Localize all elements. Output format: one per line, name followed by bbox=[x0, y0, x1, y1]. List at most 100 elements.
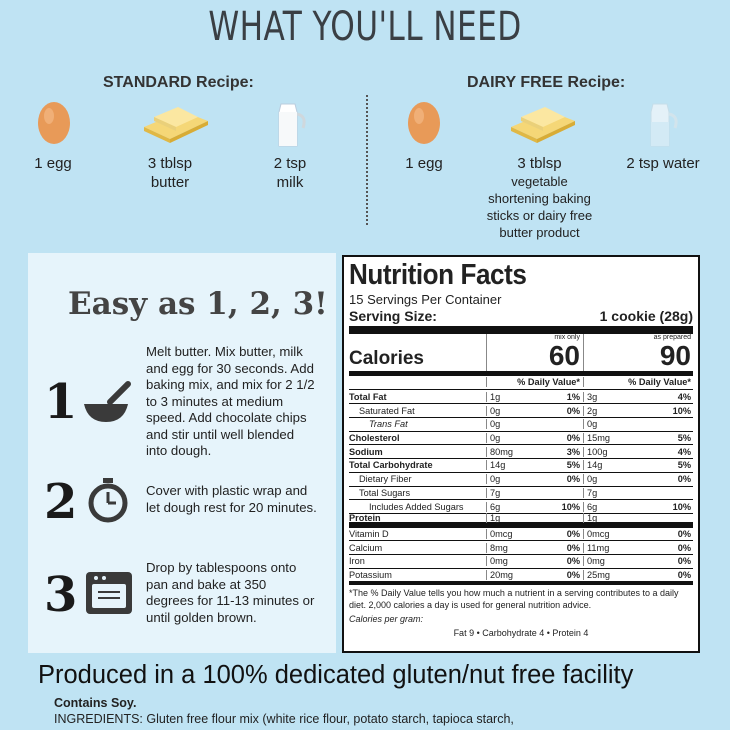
nutrient-mix-dv: 0% bbox=[566, 405, 580, 416]
step-2-text: Cover with plastic wrap and let dough re… bbox=[146, 483, 336, 516]
ingredient-text: 2 tsp water bbox=[626, 155, 700, 172]
nutrient-row: Includes Added Sugars 6g 10% 6g 10% bbox=[349, 499, 693, 513]
column-label: as prepared bbox=[653, 334, 691, 341]
nutrient-label: Cholesterol bbox=[349, 433, 400, 444]
step-3-text: Drop by tablespoons onto pan and bake at… bbox=[146, 560, 336, 626]
nutrient-prepared-amount: 25mg bbox=[583, 569, 633, 580]
standard-recipe-heading: STANDARD Recipe: bbox=[103, 74, 254, 91]
nutrient-mix-dv: 1% bbox=[566, 391, 580, 402]
nutrient-mix-dv: 5% bbox=[566, 460, 580, 471]
step-line: Drop by tablespoons onto bbox=[146, 560, 297, 575]
calories-per-gram-values: Fat 9 • Carbohydrate 4 • Protein 4 bbox=[453, 628, 589, 639]
nutrient-row: Calcium 8mg 0% 11mg 0% bbox=[349, 540, 693, 554]
nutrient-prepared-amount: 0mg bbox=[583, 556, 633, 567]
step-line: pan and bake at 350 bbox=[146, 576, 267, 592]
nutrient-prepared-amount: 11mg bbox=[583, 542, 633, 553]
nutrient-mix-amount: 0g bbox=[486, 474, 536, 485]
ingredient-text: 2 tsp bbox=[273, 155, 307, 172]
nutrient-mix-dv: 0% bbox=[566, 569, 580, 580]
nutrient-mix-dv: 0% bbox=[566, 474, 580, 485]
butter-icon bbox=[144, 107, 208, 143]
nutrient-row: Total Fat 1g 1% 3g 4% bbox=[349, 390, 693, 404]
nutrient-prepared-dv: 0% bbox=[677, 556, 691, 567]
nutrient-prepared-dv: 0% bbox=[677, 528, 691, 539]
nutrient-label: Iron bbox=[349, 556, 365, 567]
nutrient-prepared-amount: 0g bbox=[583, 419, 633, 430]
nutrient-prepared-dv: 4% bbox=[677, 446, 691, 457]
standard-ingredient-milk: 2 tsp milk bbox=[252, 154, 328, 192]
nutrient-row: Total Carbohydrate 14g 5% 14g 5% bbox=[349, 458, 693, 472]
egg-icon bbox=[38, 102, 70, 144]
column-label: mix only bbox=[554, 334, 580, 341]
nutrient-label: Saturated Fat bbox=[359, 405, 415, 416]
nutrient-prepared-amount: 0mcg bbox=[583, 528, 633, 539]
calories-per-gram-label: Calories per gram: bbox=[349, 614, 424, 625]
step-1-text: Melt butter. Mix butter, milk and egg fo… bbox=[146, 344, 336, 460]
steps-panel bbox=[28, 253, 336, 653]
nutrient-row: Sodium 80mg 3% 100g 4% bbox=[349, 444, 693, 458]
nutrient-row: Iron 0mg 0% 0mg 0% bbox=[349, 553, 693, 568]
nutrient-label: Dietary Fiber bbox=[359, 474, 412, 485]
nutrient-row: Potassium 20mg 0% 25mg 0% bbox=[349, 567, 693, 582]
nutrient-label: Total Fat bbox=[349, 391, 387, 402]
calories-value: 60 bbox=[548, 340, 580, 371]
nutrient-row: Vitamin D 0mcg 0% 0mcg 0% bbox=[349, 526, 693, 541]
ingredient-text: 1 egg bbox=[34, 155, 72, 172]
nutrient-mix-amount: 20mg bbox=[486, 569, 536, 580]
milk-icon bbox=[278, 103, 306, 147]
dv-header-row: % Daily Value* % Daily Value* bbox=[349, 376, 693, 390]
nutrition-footnote: *The % Daily Value tells you how much a … bbox=[349, 581, 693, 611]
nutrient-prepared-amount: 100g bbox=[583, 446, 633, 457]
nutrient-label: Total Sugars bbox=[359, 487, 411, 498]
nutrient-prepared-dv: 4% bbox=[677, 391, 691, 402]
nutrient-mix-amount: 0g bbox=[486, 419, 536, 430]
step-line: until golden brown. bbox=[146, 609, 257, 625]
serving-size: Serving Size: 1 cookie (28g) bbox=[349, 307, 693, 334]
ingredient-text: 3 tblsp bbox=[517, 155, 562, 172]
nutrient-prepared-dv: 5% bbox=[677, 433, 691, 444]
dv-header: % Daily Value* bbox=[486, 377, 583, 388]
servings-per-container: 15 Servings Per Container bbox=[349, 292, 502, 307]
nutrient-mix-amount: 0g bbox=[486, 433, 536, 444]
serving-size-label: Serving Size: bbox=[349, 308, 437, 324]
step-line: Cover with plastic wrap and bbox=[146, 483, 308, 498]
nutrient-prepared-amount: 7g bbox=[583, 487, 633, 498]
nutrient-row: Protein 1g 1g bbox=[349, 512, 693, 527]
nutrient-label: Potassium bbox=[349, 569, 392, 580]
step-number: 3 bbox=[44, 567, 78, 623]
nutrient-mix-amount: 6g bbox=[486, 501, 536, 512]
nutrient-row: Saturated Fat 0g 0% 2g 10% bbox=[349, 403, 693, 417]
dairy-free-ingredient-shortening: 3 tblsp vegetable shortening baking stic… bbox=[472, 154, 607, 241]
ingredient-text: milk bbox=[276, 174, 304, 191]
nutrient-label: Sodium bbox=[349, 446, 383, 457]
nutrient-prepared-dv: 10% bbox=[672, 501, 691, 512]
standard-ingredient-butter: 3 tblsp butter bbox=[130, 154, 210, 192]
water-icon bbox=[650, 103, 678, 147]
nutrient-mix-dv: 0% bbox=[566, 556, 580, 567]
nutrient-prepared-amount: 6g bbox=[583, 501, 633, 512]
ingredient-subtext: butter product bbox=[499, 225, 580, 240]
nutrient-label: Trans Fat bbox=[369, 419, 408, 430]
nutrient-mix-dv: 10% bbox=[561, 501, 580, 512]
step-line: to 3 minutes at medium bbox=[146, 393, 284, 409]
mixing-bowl-icon bbox=[84, 381, 131, 422]
standard-ingredient-egg: 1 egg bbox=[20, 154, 86, 173]
nutrient-prepared-dv: 0% bbox=[677, 474, 691, 485]
nutrient-mix-amount: 0mcg bbox=[486, 528, 536, 539]
nutrition-facts-label: Nutrition Facts 15 Servings Per Containe… bbox=[342, 255, 700, 653]
nutrient-mix-amount: 8mg bbox=[486, 542, 536, 553]
nutrient-row: Trans Fat 0g 0g bbox=[349, 417, 693, 431]
step-number: 2 bbox=[44, 474, 78, 530]
serving-size-value: 1 cookie (28g) bbox=[599, 308, 693, 324]
nutrient-row: Total Sugars 7g 7g bbox=[349, 485, 693, 500]
nutrient-mix-amount: 80mg bbox=[486, 446, 536, 457]
nutrient-prepared-amount: 14g bbox=[583, 460, 633, 471]
nutrient-prepared-amount: 3g bbox=[583, 391, 633, 402]
nutrient-mix-amount: 7g bbox=[486, 487, 536, 498]
nutrient-rows: Total Fat 1g 1% 3g 4% Saturated Fat 0g 0% 2g 10% T… bbox=[349, 390, 693, 582]
nutrient-label: Protein bbox=[349, 512, 381, 523]
nutrient-mix-dv: 0% bbox=[566, 528, 580, 539]
step-line: and egg for 30 seconds. Add bbox=[146, 360, 314, 376]
ingredient-subtext: vegetable bbox=[511, 174, 568, 189]
ingredient-text: butter bbox=[150, 174, 190, 191]
